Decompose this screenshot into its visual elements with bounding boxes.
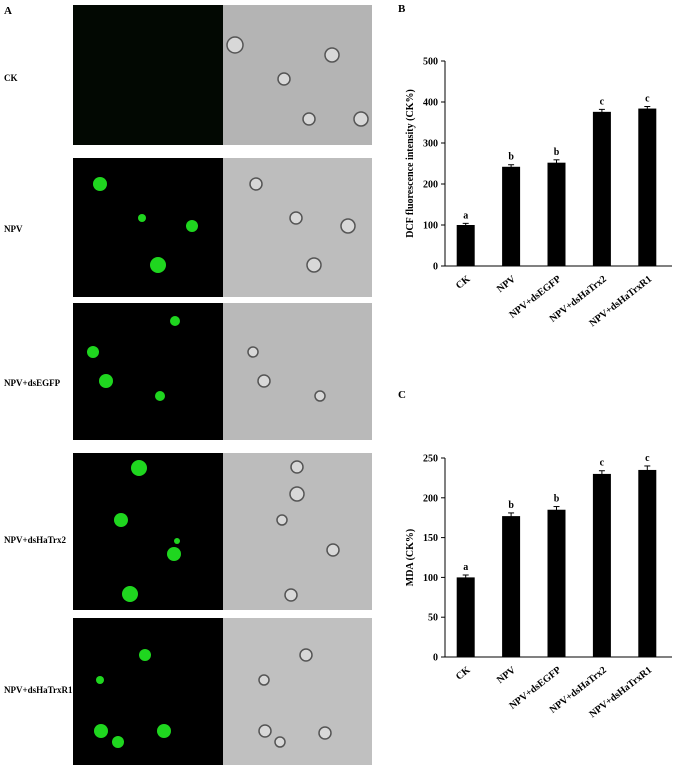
- fluorescence-image: [73, 303, 223, 440]
- bar: [456, 577, 475, 657]
- y-tick-label: 100: [423, 573, 438, 584]
- y-tick-label: 300: [423, 139, 438, 150]
- panel-label: B: [398, 3, 406, 15]
- y-tick-label: 0: [433, 262, 438, 273]
- fluorescence-image: [73, 5, 223, 145]
- fluorescence-image: [73, 453, 223, 610]
- bar: [592, 473, 611, 657]
- significance-label: c: [600, 96, 605, 107]
- bar: [547, 162, 566, 266]
- significance-label: a: [463, 210, 468, 221]
- bar: [638, 469, 657, 657]
- y-tick-label: 100: [423, 221, 438, 232]
- brightfield-image: [223, 303, 372, 440]
- significance-label: b: [554, 147, 560, 158]
- significance-label: c: [645, 453, 650, 464]
- significance-label: a: [463, 562, 468, 573]
- bar: [502, 166, 521, 266]
- significance-label: b: [508, 152, 514, 163]
- significance-label: c: [645, 94, 650, 105]
- row-label: CK: [4, 73, 18, 83]
- row-label: NPV+dsEGFP: [4, 378, 61, 388]
- row-label: NPV+dsHaTrxR1: [4, 685, 73, 695]
- brightfield-image: [223, 453, 372, 610]
- row-label: NPV+dsHaTrx2: [4, 535, 66, 545]
- row-label: NPV: [4, 224, 23, 234]
- y-axis-label: DCF fluorescence intensity (CK%): [405, 89, 416, 238]
- y-tick-label: 50: [428, 613, 438, 624]
- y-tick-label: 400: [423, 98, 438, 109]
- brightfield-image: [223, 5, 372, 145]
- y-tick-label: 0: [433, 653, 438, 664]
- bar: [547, 509, 566, 657]
- x-tick-label: NPV: [495, 664, 519, 686]
- panel-label: C: [398, 389, 406, 401]
- y-tick-label: 500: [423, 57, 438, 68]
- x-tick-label: CK: [454, 274, 473, 292]
- significance-label: b: [508, 500, 514, 511]
- significance-label: c: [600, 458, 605, 469]
- bar: [592, 111, 611, 266]
- x-tick-label: CK: [454, 665, 473, 683]
- x-tick-label: NPV: [495, 273, 519, 295]
- y-tick-label: 250: [423, 454, 438, 465]
- micrographs: [73, 5, 372, 765]
- brightfield-image: [223, 618, 372, 765]
- y-tick-label: 150: [423, 533, 438, 544]
- bar: [456, 225, 475, 266]
- panel-label: A: [4, 5, 12, 17]
- bar: [502, 516, 521, 657]
- y-tick-label: 200: [423, 493, 438, 504]
- y-axis-label: MDA (CK%): [405, 529, 416, 587]
- significance-label: b: [554, 494, 560, 505]
- bar: [638, 108, 657, 266]
- fluorescence-image: [73, 618, 223, 765]
- y-tick-label: 200: [423, 180, 438, 191]
